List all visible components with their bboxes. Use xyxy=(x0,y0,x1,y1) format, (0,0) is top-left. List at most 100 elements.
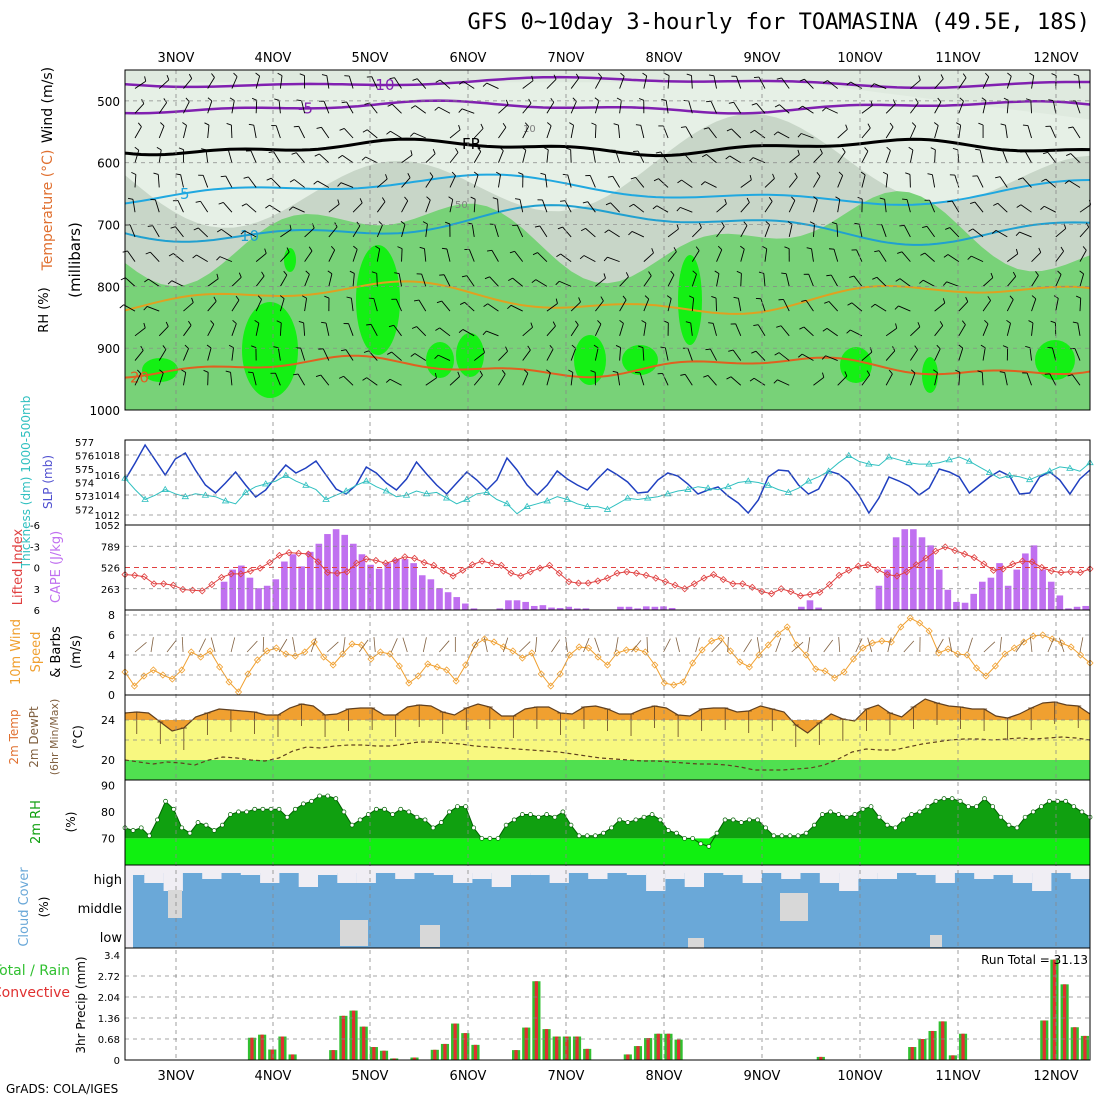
li-marker xyxy=(1086,565,1094,573)
wind-barb xyxy=(589,175,596,188)
cloud-high-gap xyxy=(202,865,222,879)
wind-barb xyxy=(449,129,461,139)
wind-barb-flag xyxy=(842,147,846,153)
wind-barb xyxy=(376,248,381,262)
li-marker xyxy=(874,566,882,574)
wind-barb xyxy=(997,202,1008,213)
wind-barb-flag xyxy=(721,222,725,227)
rh2m-marker xyxy=(284,814,290,820)
wind-barb-flag xyxy=(216,228,222,233)
thickness-marker xyxy=(1046,467,1054,474)
wind-barb-flag xyxy=(879,197,885,200)
wind-barb-flag xyxy=(590,370,596,373)
wind-barb-flag xyxy=(422,221,428,225)
rh2m-marker xyxy=(738,820,744,825)
wind-barb xyxy=(716,249,723,262)
wind-barb-flag xyxy=(700,181,706,186)
wind-barb-flag xyxy=(575,320,579,326)
precip-conv-bar xyxy=(565,1036,569,1060)
wind-barb xyxy=(735,323,742,336)
wind-barb xyxy=(898,305,911,312)
wind10-barb xyxy=(326,641,339,653)
cloud-high-gap xyxy=(491,865,511,887)
wind-barb xyxy=(275,125,281,139)
wind10-barb xyxy=(1079,637,1084,653)
wind-barb-flag xyxy=(1029,72,1034,77)
wind-barb-flag xyxy=(772,173,775,179)
contour-t-m5-label: -5 xyxy=(298,99,313,117)
li-tick-0: 0 xyxy=(34,564,40,575)
wind-barb xyxy=(205,149,209,163)
thickness-marker xyxy=(644,494,652,501)
wind-barb xyxy=(861,351,873,361)
wind-barb xyxy=(958,301,969,312)
wind-barb xyxy=(269,204,281,213)
wind-barb-flag xyxy=(1002,345,1008,348)
wind-barb xyxy=(328,273,333,287)
cape-bar xyxy=(1013,569,1021,610)
wind10-barb xyxy=(246,640,258,653)
precip-conv-bar xyxy=(585,1048,589,1060)
wind-barb xyxy=(207,100,213,114)
li-marker xyxy=(188,586,197,594)
ua-tick-500: 500 xyxy=(97,95,120,109)
ua-tick-1000: 1000 xyxy=(89,404,120,418)
wind-barb-flag xyxy=(550,97,555,103)
wind-barb xyxy=(562,226,572,238)
wind-barb xyxy=(401,200,409,213)
precip-tick-0.68: 0.68 xyxy=(98,1035,120,1046)
wind-ylabel-b: Speed xyxy=(29,632,44,673)
cloud-high-gap xyxy=(781,865,801,879)
precip-conv-bar xyxy=(656,1033,660,1060)
thickness-marker xyxy=(1025,475,1034,483)
rh2m-marker xyxy=(536,814,541,820)
wind-barb xyxy=(830,274,839,287)
wind-barb-flag xyxy=(1000,123,1006,126)
wind-barb-flag xyxy=(353,245,358,250)
wind-barb xyxy=(273,151,281,163)
wind-barb-flag xyxy=(305,270,310,275)
wind-barb xyxy=(861,105,873,114)
wind-barb-flag xyxy=(555,280,560,286)
wind-barb-flag xyxy=(736,270,742,274)
wind-barb-flag xyxy=(1068,126,1074,129)
wind-barb xyxy=(1031,75,1035,89)
wind-speed-marker xyxy=(736,658,744,666)
rh2m-marker xyxy=(787,833,793,839)
thick-tick-576: 576 xyxy=(75,452,94,463)
wind-barb-flag xyxy=(1038,247,1042,253)
wind-barb-flag xyxy=(1025,98,1031,101)
precip-conv-bar xyxy=(646,1038,650,1060)
wind-barb xyxy=(667,298,672,312)
wind-barb-flag xyxy=(1072,321,1078,324)
cloud-gap-3 xyxy=(780,893,808,921)
wind-barb xyxy=(487,303,499,312)
rh2m-marker xyxy=(1038,804,1044,809)
wind-barb xyxy=(345,349,354,361)
wind-barb xyxy=(946,281,960,287)
wind-barb-flag xyxy=(1009,295,1014,300)
wind-barb xyxy=(1072,126,1081,139)
wind-barb xyxy=(713,75,717,89)
wind-barb-flag xyxy=(562,173,568,176)
wind-barb xyxy=(1006,299,1014,312)
cape-bar xyxy=(582,608,590,610)
wind-barb-flag xyxy=(765,221,770,226)
cape-bar xyxy=(875,585,883,610)
wind-barb xyxy=(473,151,482,163)
wind-barb-flag xyxy=(943,281,947,286)
wind-barb-flag xyxy=(419,246,425,250)
cape-bar xyxy=(401,559,409,610)
wind-barb-flag xyxy=(168,253,174,257)
wind-barb-flag xyxy=(458,329,464,333)
li-marker xyxy=(1038,563,1046,572)
wind-barb-flag xyxy=(968,228,974,232)
contour-t-5-label: 5 xyxy=(180,185,190,203)
wind-barb-flag xyxy=(773,379,778,384)
x-label-bottom-5NOV: 5NOV xyxy=(352,1069,389,1084)
contour-t-20 xyxy=(124,354,1091,379)
li-marker xyxy=(845,566,853,574)
wind-barb xyxy=(594,347,599,361)
wind-barb xyxy=(510,304,523,312)
wind-barb xyxy=(570,77,580,89)
